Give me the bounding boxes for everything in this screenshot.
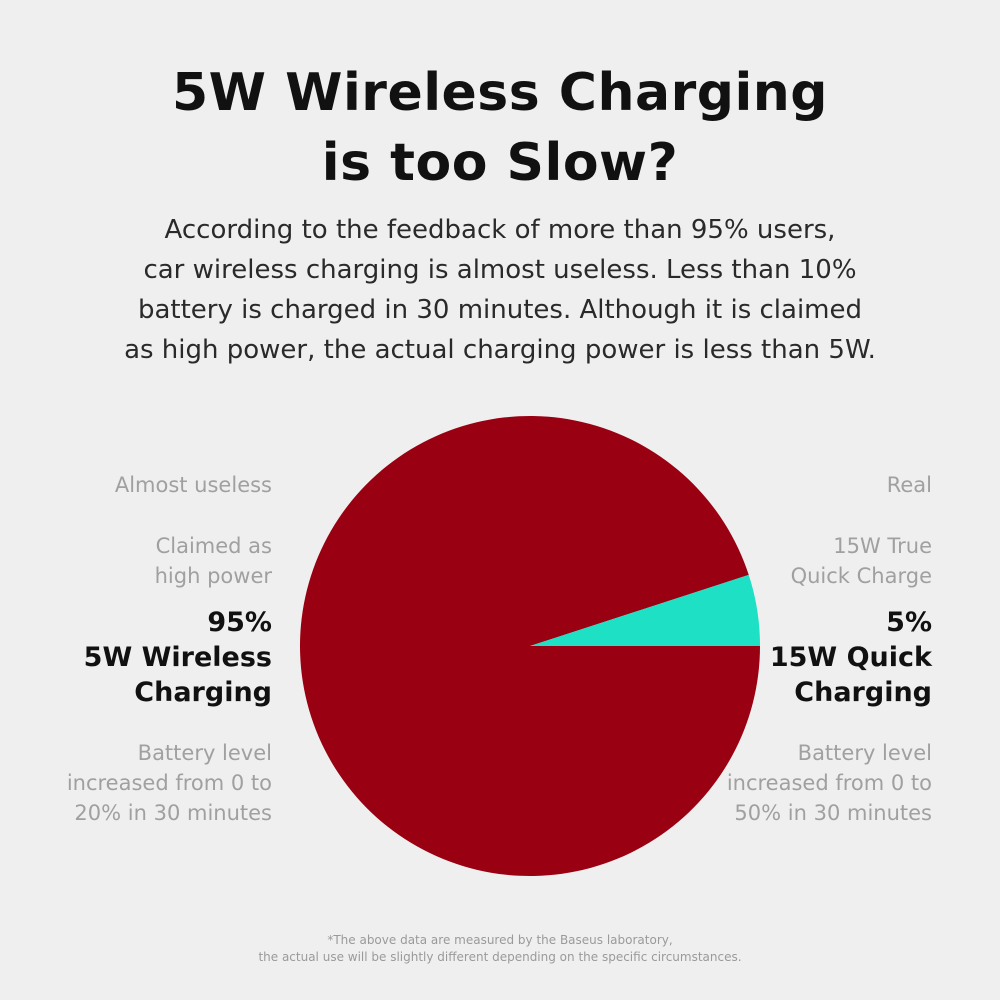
- footnote-line-2: the actual use will be slightly differen…: [258, 950, 742, 964]
- pie-chart: [300, 416, 760, 877]
- wireless-claim-line-2: high power: [154, 564, 272, 588]
- footnote: *The above data are measured by the Base…: [0, 932, 1000, 966]
- wireless-percent: 95%: [207, 607, 272, 638]
- quick-claim: 15W True Quick Charge: [672, 531, 932, 591]
- quick-tag: Real: [886, 473, 932, 497]
- quick-charging-panel: Real 15W True Quick Charge 5% 15W Quick …: [672, 470, 932, 828]
- quick-percent: 5%: [886, 607, 932, 638]
- quick-claim-line-1: 15W True: [833, 534, 932, 558]
- quick-detail-line-3: 50% in 30 minutes: [734, 801, 932, 825]
- title-line-2: is too Slow?: [321, 133, 679, 193]
- wireless-name-line-1: 5W Wireless: [83, 642, 272, 673]
- wireless-detail-line-2: increased from 0 to: [66, 771, 272, 795]
- quick-detail: Battery level increased from 0 to 50% in…: [672, 738, 932, 828]
- quick-name-line-2: Charging: [794, 677, 932, 708]
- wireless-charging-panel: Almost useless Claimed as high power 95%…: [12, 470, 272, 828]
- pie-slice-wireless: [300, 416, 760, 877]
- quick-detail-line-1: Battery level: [797, 741, 932, 765]
- pie-slice-quick: [530, 574, 760, 646]
- intro-line-1: According to the feedback of more than 9…: [164, 215, 836, 245]
- quick-name: 15W Quick Charging: [672, 640, 932, 710]
- intro-line-4: as high power, the actual charging power…: [124, 335, 876, 365]
- wireless-name: 5W Wireless Charging: [12, 640, 272, 710]
- quick-claim-line-2: Quick Charge: [790, 564, 932, 588]
- page-title: 5W Wireless Charging is too Slow?: [0, 58, 1000, 198]
- intro-paragraph: According to the feedback of more than 9…: [0, 210, 1000, 370]
- quick-detail-line-2: increased from 0 to: [726, 771, 932, 795]
- wireless-detail-line-3: 20% in 30 minutes: [74, 801, 272, 825]
- wireless-detail-line-1: Battery level: [137, 741, 272, 765]
- intro-line-3: battery is charged in 30 minutes. Althou…: [137, 295, 863, 325]
- intro-line-2: car wireless charging is almost useless.…: [143, 255, 857, 285]
- wireless-tag: Almost useless: [114, 473, 272, 497]
- wireless-claim: Claimed as high power: [12, 531, 272, 591]
- wireless-detail: Battery level increased from 0 to 20% in…: [12, 738, 272, 828]
- quick-name-line-1: 15W Quick: [769, 642, 932, 673]
- wireless-name-line-2: Charging: [134, 677, 272, 708]
- wireless-claim-line-1: Claimed as: [155, 534, 272, 558]
- footnote-line-1: *The above data are measured by the Base…: [327, 933, 673, 947]
- title-line-1: 5W Wireless Charging: [171, 63, 829, 123]
